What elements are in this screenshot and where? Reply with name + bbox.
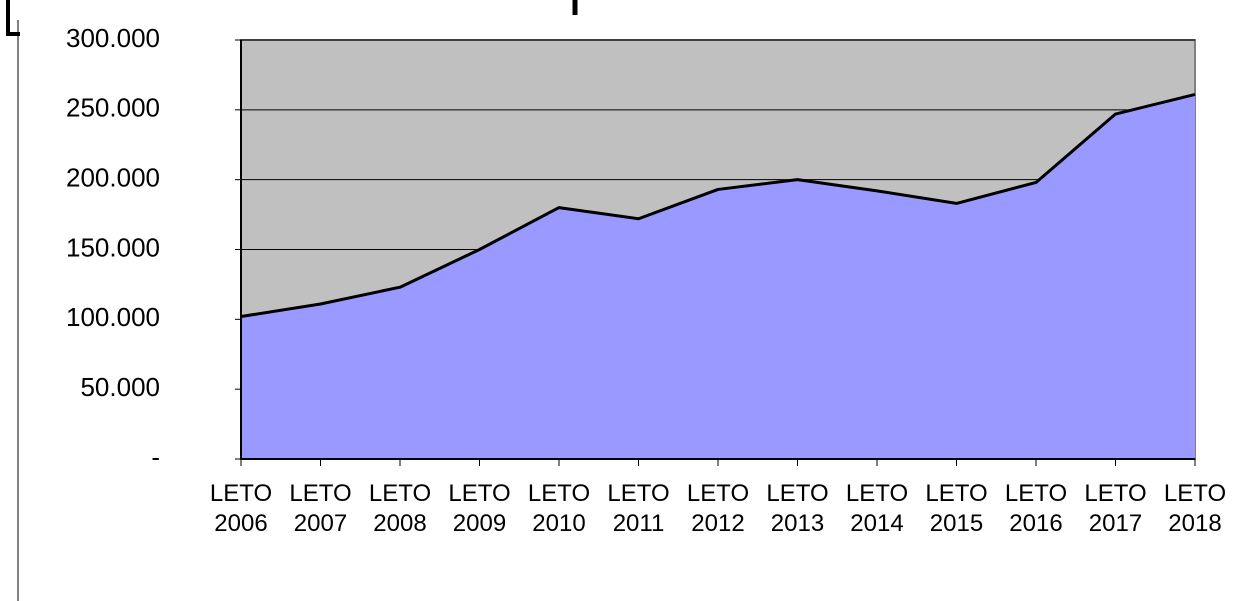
- frame-corner: [6, 0, 20, 36]
- y-tick-label: 150.000: [66, 232, 160, 262]
- x-tick-label: LETO 2016: [1004, 480, 1068, 537]
- x-tick-label: LETO 2017: [1084, 480, 1147, 537]
- x-tick-label: LETO 2018: [1163, 480, 1227, 537]
- x-tick-label: LETO 2010: [527, 480, 591, 537]
- x-tick-label: LETO 2007: [289, 480, 352, 537]
- x-tick-label: LETO 2015: [925, 480, 988, 537]
- y-tick-label: -: [151, 442, 160, 472]
- area-line: [240, 93, 1196, 319]
- x-tick-label: LETO 2011: [607, 480, 670, 537]
- y-tick-label: 300.000: [66, 23, 160, 53]
- y-tick-label: 200.000: [66, 163, 160, 193]
- x-tick-label: LETO 2012: [686, 480, 750, 537]
- x-tick-label: LETO 2006: [209, 480, 273, 537]
- y-tick-label: 250.000: [66, 93, 160, 123]
- area: [241, 94, 1195, 459]
- x-tick-label: LETO 2013: [766, 480, 829, 537]
- y-tick-label: 50.000: [80, 372, 160, 402]
- x-tick-label: LETO 2014: [845, 480, 909, 537]
- x-tick-label: LETO 2008: [368, 480, 432, 537]
- x-tick-label: LETO 2009: [448, 480, 511, 537]
- y-tick-label: 100.000: [66, 302, 160, 332]
